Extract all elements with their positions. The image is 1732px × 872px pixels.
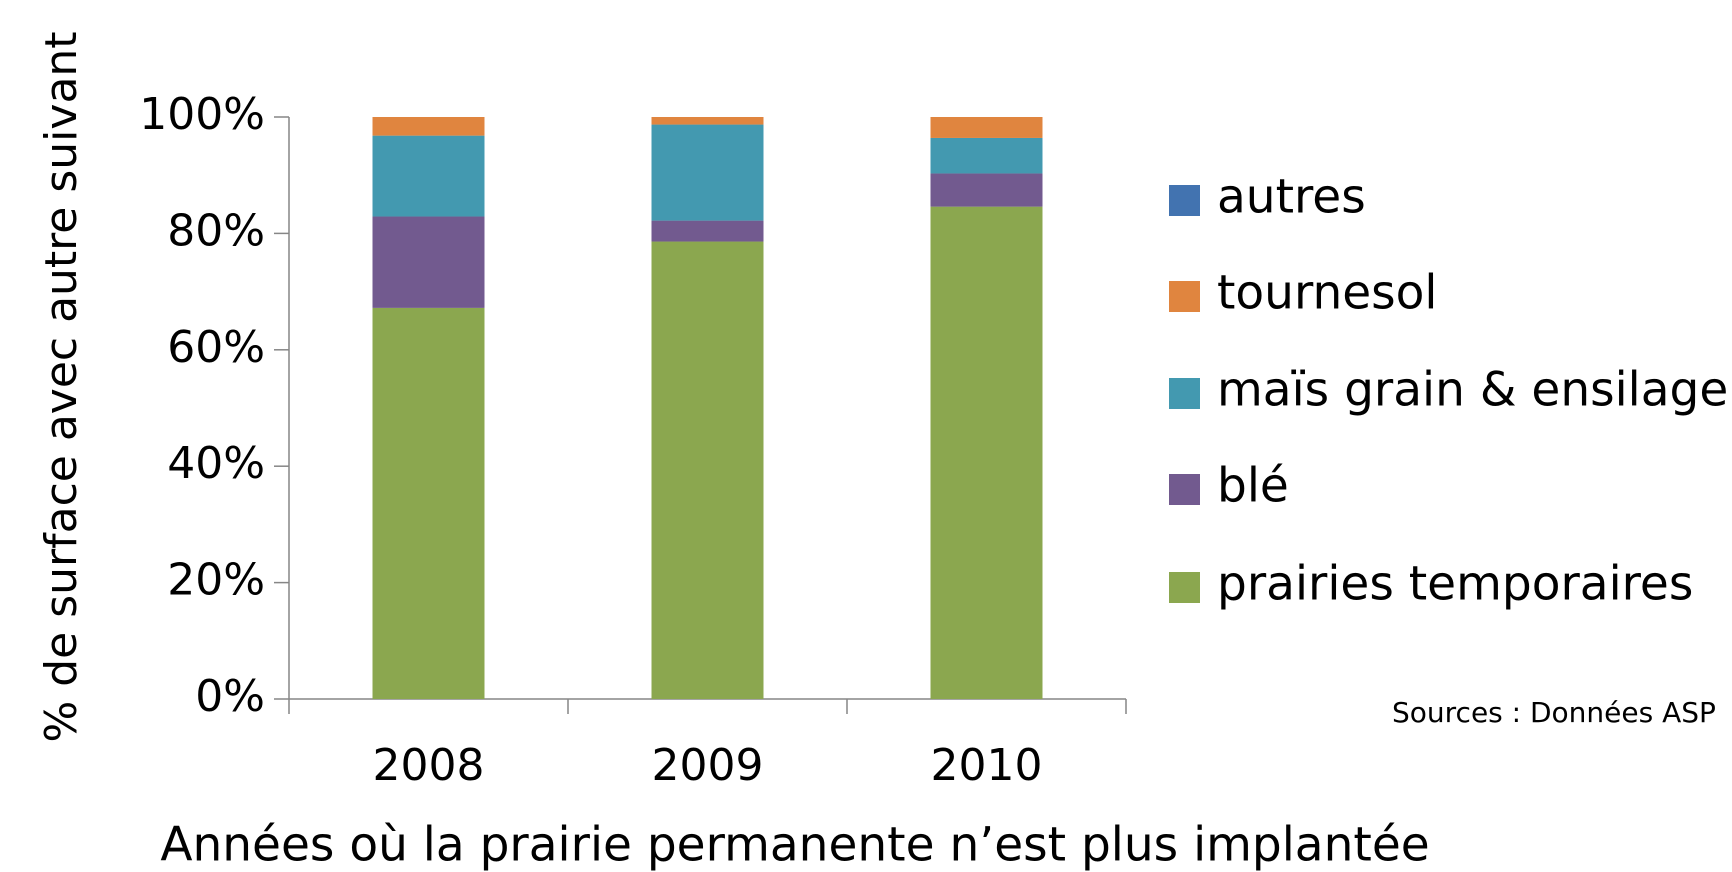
bar-segment: [930, 206, 1043, 700]
bar-segment: [651, 220, 764, 242]
bar-segment: [372, 216, 485, 308]
x-tick-label: 2009: [652, 740, 764, 791]
bar-segment: [930, 173, 1043, 207]
y-tick-label: 60%: [167, 322, 265, 373]
bar-segment: [651, 117, 764, 125]
y-tick-label: 80%: [167, 205, 265, 256]
bar-segment: [930, 137, 1043, 174]
bar-segment: [372, 307, 485, 699]
legend-swatch: [1169, 185, 1200, 216]
legend-swatch: [1169, 378, 1200, 409]
x-tick-label: 2010: [931, 740, 1043, 791]
bar-segment: [372, 117, 485, 136]
legend-swatch: [1169, 281, 1200, 312]
bar-segment: [651, 124, 764, 221]
legend-swatch: [1169, 572, 1200, 603]
bar-segment: [372, 135, 485, 217]
legend-label: tournesol: [1217, 266, 1437, 321]
bar-segment: [930, 117, 1043, 138]
legend-label: autres: [1217, 170, 1366, 225]
x-axis-label: Années où la prairie permanente n’est pl…: [160, 818, 1429, 872]
source-note: Sources : Données ASP: [1392, 696, 1716, 729]
x-tick-label: 2008: [373, 740, 485, 791]
legend-swatch: [1169, 474, 1200, 505]
legend-label: maïs grain & ensilage: [1217, 363, 1728, 418]
y-tick-label: 100%: [139, 89, 265, 140]
y-tick-label: 20%: [167, 555, 265, 606]
legend-label: prairies temporaires: [1217, 557, 1693, 612]
legend-label: blé: [1217, 459, 1289, 514]
bar-segment: [651, 241, 764, 699]
y-axis-label: % de surface avec autre suivant: [36, 31, 87, 742]
y-tick-label: 0%: [195, 671, 265, 722]
y-tick-label: 40%: [167, 438, 265, 489]
